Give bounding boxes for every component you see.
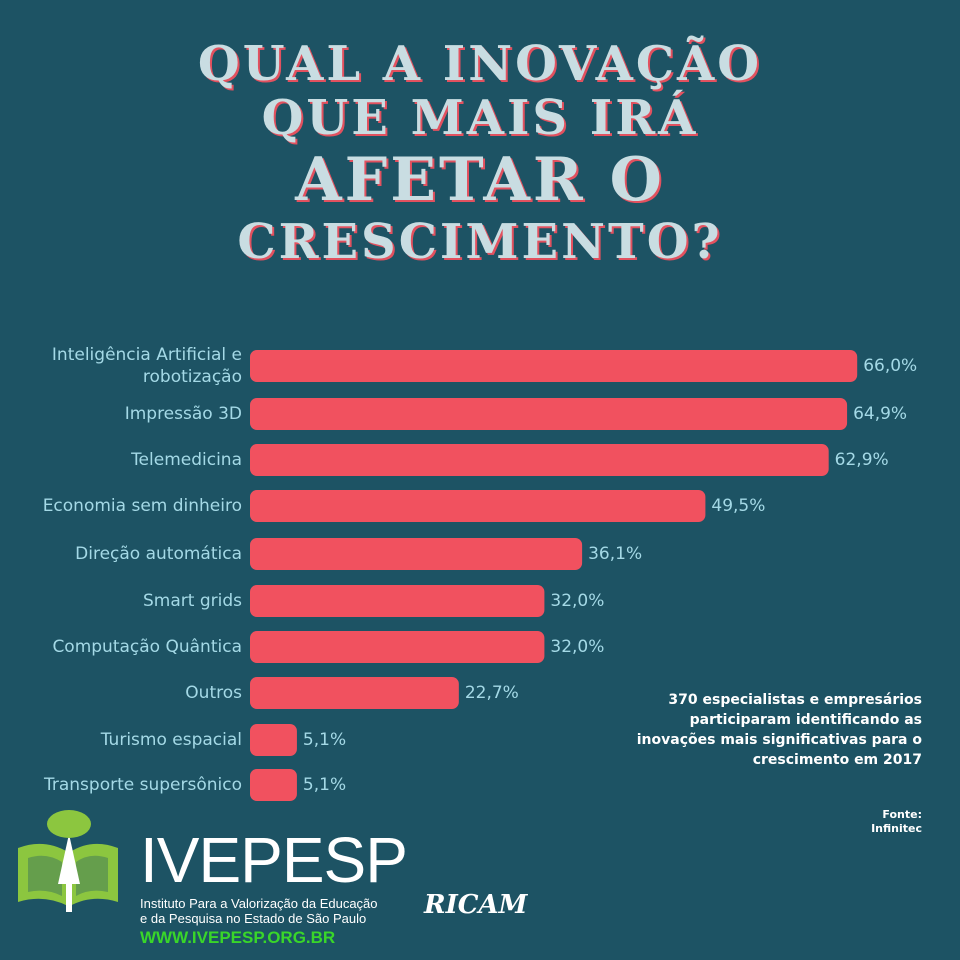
bar-9 — [250, 769, 297, 801]
title-line-4: CRESCIMENTO? — [237, 214, 723, 270]
brand-subtitle: Instituto Para a Valorização da Educação… — [140, 896, 400, 926]
category-label-2-line-0: Telemedicina — [131, 450, 242, 470]
category-label-1-line-0: Impressão 3D — [124, 404, 242, 424]
value-label-7: 22,7% — [464, 683, 519, 703]
bar-7 — [250, 677, 459, 709]
value-label-3: 49,5% — [711, 496, 766, 516]
category-label-0-line-0: Inteligência Artificial e — [51, 345, 242, 365]
value-label-4: 36,1% — [588, 544, 643, 564]
partner-logo: RICAM — [424, 890, 528, 920]
category-label-0: Inteligência Artificial e robotização — [2, 344, 242, 388]
source-name: Infinitec — [871, 822, 922, 835]
category-label-8-line-0: Turismo espacial — [100, 730, 242, 750]
category-label-2: Telemedicina — [2, 449, 242, 471]
source: Fonte: Infinitec — [780, 808, 922, 836]
value-label-6: 32,0% — [550, 637, 605, 657]
category-label-4: Direção automática — [2, 543, 242, 565]
source-label: Fonte: — [882, 808, 922, 821]
category-label-3-line-0: Economia sem dinheiro — [42, 496, 242, 516]
value-label-1: 64,9% — [853, 404, 908, 424]
bar-1 — [250, 398, 848, 430]
category-label-8: Turismo espacial — [2, 729, 242, 751]
title-line-3: AFETAR O — [295, 145, 665, 215]
open-book-tree-icon — [18, 810, 118, 912]
value-label-0: 66,0% — [863, 356, 918, 376]
brand-name: IVEPESP — [140, 824, 408, 896]
category-label-9-line-0: Transporte supersônico — [43, 775, 242, 795]
value-label-8: 5,1% — [302, 730, 347, 750]
category-label-7-line-0: Outros — [185, 683, 242, 703]
title-line-1: QUAL A INOVAÇÃO — [197, 36, 763, 92]
title-line-2: QUE MAIS IRÁ — [261, 90, 699, 146]
bar-0 — [250, 350, 858, 382]
category-label-7: Outros — [2, 682, 242, 704]
category-label-3: Economia sem dinheiro — [2, 495, 242, 517]
category-label-5: Smart grids — [2, 590, 242, 612]
bar-5 — [250, 585, 545, 617]
brand-url[interactable]: WWW.IVEPESP.ORG.BR — [140, 928, 336, 947]
brand-subtitle-line-2: e da Pesquisa no Estado de São Paulo — [140, 911, 367, 926]
survey-note: 370 especialistas e empresários particip… — [636, 692, 922, 768]
category-label-0-line-1: robotização — [142, 367, 242, 387]
value-label-2: 62,9% — [834, 450, 889, 470]
chart-title: QUAL A INOVAÇÃO QUE MAIS IRÁ AFETAR O CR… — [0, 40, 960, 266]
value-label-5: 32,0% — [550, 591, 605, 611]
brand-subtitle-line-1: Instituto Para a Valorização da Educação — [140, 896, 378, 911]
category-label-1: Impressão 3D — [2, 403, 242, 425]
bar-4 — [250, 538, 583, 570]
bar-8 — [250, 724, 297, 756]
bar-2 — [250, 444, 829, 476]
value-label-9: 5,1% — [302, 775, 347, 795]
category-label-6-line-0: Computação Quântica — [52, 637, 242, 657]
category-label-4-line-0: Direção automática — [75, 544, 242, 564]
category-label-6: Computação Quântica — [2, 636, 242, 658]
category-label-5-line-0: Smart grids — [143, 591, 242, 611]
bar-6 — [250, 631, 545, 663]
category-label-9: Transporte supersônico — [2, 774, 242, 796]
bar-3 — [250, 490, 706, 522]
